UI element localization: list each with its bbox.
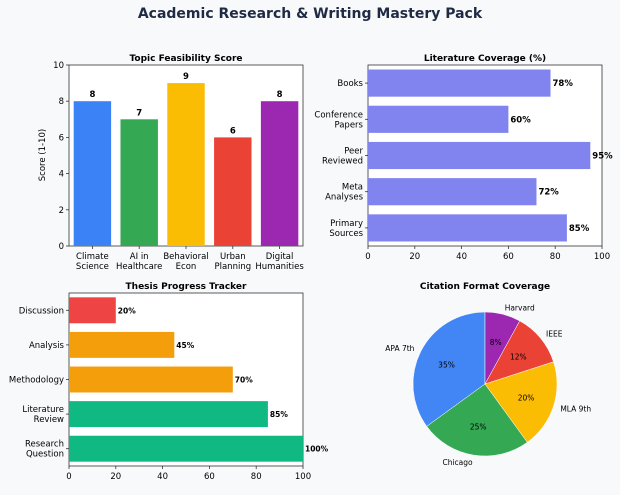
x-tick-label: 100 xyxy=(295,472,311,482)
y-tick-label: Meta Analyses xyxy=(325,183,363,203)
bar xyxy=(368,105,509,133)
y-tick-label: Conference Papers xyxy=(314,110,363,130)
x-tick-label: Digital Humanities xyxy=(255,252,304,272)
bar-value-label: 8 xyxy=(89,90,95,100)
pie-slice xyxy=(426,383,528,457)
bar xyxy=(69,297,116,324)
y-tick-label: 0 xyxy=(59,242,64,252)
x-tick-label: 20 xyxy=(409,252,420,262)
y-tick-label: Primary Sources xyxy=(329,219,363,239)
y-tick-label: Discussion xyxy=(19,306,64,316)
pie-category-label: Chicago xyxy=(442,458,473,467)
bar xyxy=(69,435,303,462)
y-tick-label: 10 xyxy=(53,61,64,71)
bar xyxy=(368,141,591,170)
pie-category-label: IEEE xyxy=(546,330,563,339)
x-tick-label: 0 xyxy=(66,472,71,482)
bar-value-label: 7 xyxy=(136,108,142,118)
citation-chart-title: Citation Format Coverage xyxy=(420,282,550,292)
y-tick-label: 8 xyxy=(59,97,64,107)
bar xyxy=(69,401,268,428)
bar xyxy=(167,83,205,246)
bar xyxy=(260,101,299,246)
pie-category-label: MLA 9th xyxy=(560,404,591,413)
x-tick-label: 0 xyxy=(365,252,370,262)
pie-value-label: 20% xyxy=(518,393,535,402)
pie-slice xyxy=(412,311,486,427)
y-tick-label: Analysis xyxy=(29,341,65,351)
y-tick-label: 2 xyxy=(59,206,64,216)
bar-value-label: 85% xyxy=(270,410,288,419)
x-tick-label: Behavioral Econ xyxy=(163,252,208,272)
pie-value-label: 8% xyxy=(490,338,502,347)
y-tick-label: Literature Review xyxy=(22,405,64,425)
pie-value-label: 25% xyxy=(470,423,487,432)
thesis-chart: Thesis Progress Tracker 0 20 40 60 80 100 20% D… xyxy=(9,282,329,482)
bar-value-label: 6 xyxy=(230,126,236,136)
pie-slice xyxy=(484,361,558,443)
citation-chart: Citation Format Coverage 35% APA 7th 25% Ch… xyxy=(385,282,591,467)
literature-chart: Literature Coverage (%) 0 20 40 60 80 100 78% B… xyxy=(314,54,613,262)
x-tick-label: 20 xyxy=(110,472,121,482)
pie-slice xyxy=(484,311,521,385)
x-tick-label: 60 xyxy=(204,472,215,482)
bar xyxy=(69,331,175,358)
bar xyxy=(214,137,252,246)
bar-value-label: 8 xyxy=(277,90,283,100)
feasibility-chart-title: Topic Feasibility Score xyxy=(129,54,242,64)
y-tick-label: Methodology xyxy=(9,376,64,386)
x-tick-label: 40 xyxy=(456,252,467,262)
x-tick-label: 80 xyxy=(251,472,262,482)
bar xyxy=(73,101,112,246)
pie-value-label: 12% xyxy=(510,352,527,361)
bar-value-label: 20% xyxy=(118,306,136,315)
thesis-chart-title: Thesis Progress Tracker xyxy=(126,282,247,292)
bar xyxy=(368,214,567,242)
y-tick-label: Research Question xyxy=(25,440,64,460)
bar-value-label: 70% xyxy=(235,376,253,385)
y-tick-label: Peer Reviewed xyxy=(322,147,363,167)
bar-value-label: 9 xyxy=(183,72,189,82)
x-tick-label: Climate Science xyxy=(76,252,109,272)
pie-category-label: Harvard xyxy=(505,303,535,312)
pie-category-label: APA 7th xyxy=(385,344,414,353)
feasibility-y-axis-label: Score (1-10) xyxy=(38,129,48,181)
bar-value-label: 95% xyxy=(592,152,613,162)
bar xyxy=(368,69,551,97)
y-tick-label: 6 xyxy=(59,133,64,143)
x-tick-label: AI in Healthcare xyxy=(116,252,162,272)
bar-value-label: 78% xyxy=(553,79,574,89)
feasibility-chart: Topic Feasibility Score Score (1-10) 0 2 4… xyxy=(38,54,304,272)
bar-value-label: 72% xyxy=(538,188,559,198)
bar xyxy=(69,366,233,393)
literature-chart-title: Literature Coverage (%) xyxy=(424,54,546,64)
bar-value-label: 60% xyxy=(510,115,531,125)
bar-value-label: 100% xyxy=(305,445,329,454)
x-tick-label: Urban Planning xyxy=(214,252,251,272)
x-tick-label: 80 xyxy=(550,252,561,262)
y-tick-label: Books xyxy=(337,79,363,89)
x-tick-label: 40 xyxy=(157,472,168,482)
bar-value-label: 85% xyxy=(569,224,590,234)
page-title: Academic Research & Writing Mastery Pack xyxy=(138,6,483,22)
x-tick-label: 100 xyxy=(594,252,610,262)
x-tick-label: 60 xyxy=(503,252,514,262)
bar-value-label: 45% xyxy=(176,341,194,350)
bar xyxy=(368,178,537,206)
y-tick-label: 4 xyxy=(59,170,64,180)
bar xyxy=(120,119,158,246)
pie-value-label: 35% xyxy=(438,360,455,369)
